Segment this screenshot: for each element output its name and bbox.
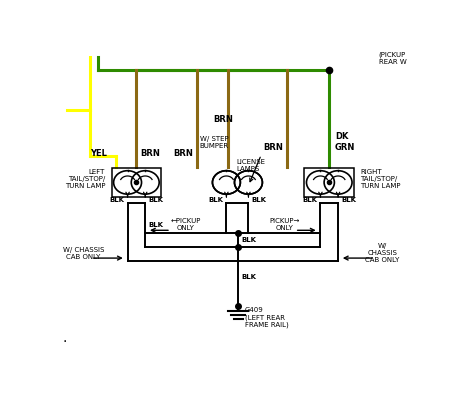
Text: ←PICKUP
ONLY: ←PICKUP ONLY <box>171 218 201 231</box>
Bar <box>304 168 354 197</box>
Text: BLK: BLK <box>341 196 356 203</box>
Text: .: . <box>63 330 67 344</box>
Text: BLK: BLK <box>241 237 256 243</box>
Text: BLK: BLK <box>148 196 163 203</box>
Text: W/
CHASSIS
CAB ONLY: W/ CHASSIS CAB ONLY <box>365 243 399 263</box>
Text: BLK: BLK <box>209 196 223 203</box>
Text: G409
(LEFT REAR
FRAME RAIL): G409 (LEFT REAR FRAME RAIL) <box>245 308 289 328</box>
Text: BLK: BLK <box>302 196 318 203</box>
Text: BLK: BLK <box>241 273 256 279</box>
Text: DK
GRN: DK GRN <box>335 132 355 152</box>
Text: BRN: BRN <box>173 149 193 158</box>
Text: (PICKUP
REAR W: (PICKUP REAR W <box>379 51 407 65</box>
Text: BLK: BLK <box>109 196 125 203</box>
Text: W/ CHASSIS
CAB ONLY: W/ CHASSIS CAB ONLY <box>63 247 104 260</box>
Text: PICKUP→
ONLY: PICKUP→ ONLY <box>269 218 300 231</box>
Text: LICENSE
LAMPS: LICENSE LAMPS <box>237 159 265 172</box>
Text: BRN: BRN <box>140 149 160 158</box>
Text: YEL: YEL <box>90 149 107 158</box>
Text: BLK: BLK <box>251 196 266 203</box>
Text: W/ STEP
BUMPER: W/ STEP BUMPER <box>200 136 229 149</box>
Text: LEFT
TAIL/STOP/
TURN LAMP: LEFT TAIL/STOP/ TURN LAMP <box>64 169 105 189</box>
Text: RIGHT
TAIL/STOP/
TURN LAMP: RIGHT TAIL/STOP/ TURN LAMP <box>360 169 401 189</box>
Text: BRN: BRN <box>264 143 283 152</box>
Bar <box>111 168 161 197</box>
Text: BLK: BLK <box>148 222 163 228</box>
Text: BRN: BRN <box>213 115 233 124</box>
